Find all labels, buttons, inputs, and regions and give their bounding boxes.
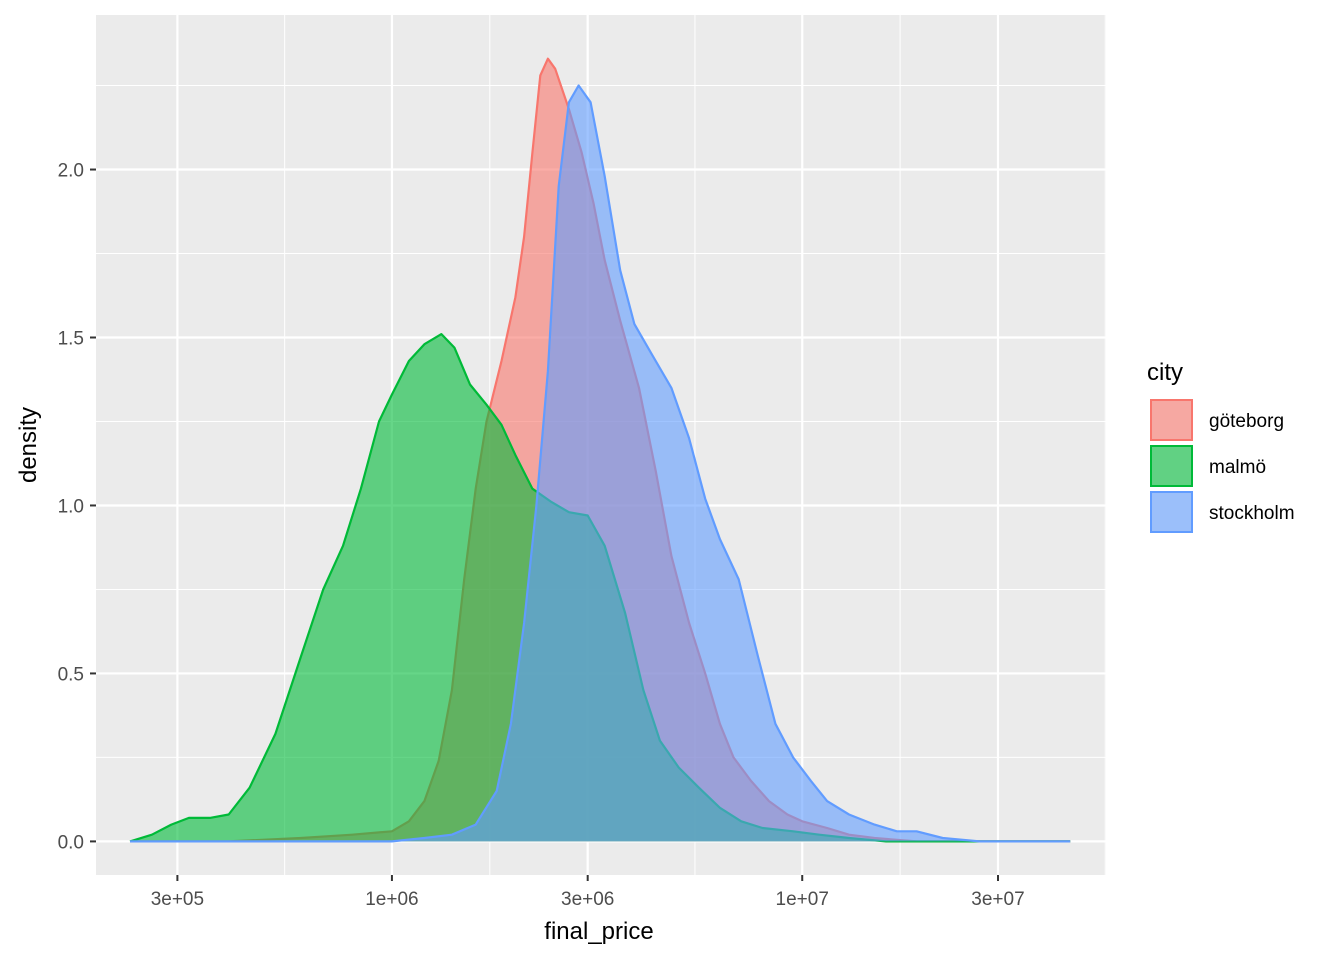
legend-label-malmö: malmö — [1209, 457, 1266, 478]
legend-label-göteborg: göteborg — [1209, 411, 1284, 432]
density-areas — [129, 57, 1071, 843]
y-tick-label: 1.5 — [58, 329, 84, 350]
legend: city göteborg malmö stockholm — [1147, 359, 1295, 533]
y-axis-title: density — [15, 407, 42, 483]
x-axis-title: final_price — [544, 918, 653, 945]
y-axis: 0.0 0.5 1.0 1.5 2.0 — [58, 161, 96, 853]
y-tick-label: 1.0 — [58, 496, 84, 517]
x-tick-label: 1e+06 — [365, 889, 418, 910]
x-tick-label: 3e+07 — [971, 889, 1024, 910]
density-line-stockholm — [130, 84, 1071, 843]
x-axis: 3e+05 1e+06 3e+06 1e+07 3e+07 — [151, 875, 1025, 910]
x-tick-label: 3e+05 — [151, 889, 204, 910]
x-tick-label: 1e+07 — [776, 889, 829, 910]
legend-title: city — [1147, 359, 1183, 386]
legend-label-stockholm: stockholm — [1209, 503, 1295, 524]
x-tick-label: 3e+06 — [561, 889, 614, 910]
y-tick-label: 0.5 — [58, 664, 84, 685]
legend-swatch-stockholm — [1150, 491, 1193, 533]
density-area-stockholm — [130, 85, 1071, 842]
y-tick-label: 2.0 — [58, 161, 84, 182]
y-tick-label: 0.0 — [58, 832, 84, 853]
legend-swatch-göteborg — [1150, 399, 1193, 441]
legend-swatch-malmö — [1150, 445, 1193, 487]
